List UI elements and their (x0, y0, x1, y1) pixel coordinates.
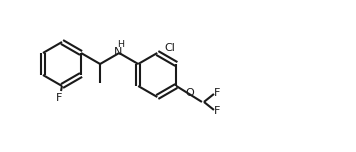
Text: F: F (214, 88, 220, 98)
Text: F: F (56, 93, 62, 103)
Text: O: O (185, 88, 194, 98)
Text: H: H (117, 40, 124, 49)
Text: N: N (114, 47, 122, 57)
Text: F: F (214, 106, 220, 116)
Text: Cl: Cl (164, 43, 175, 53)
